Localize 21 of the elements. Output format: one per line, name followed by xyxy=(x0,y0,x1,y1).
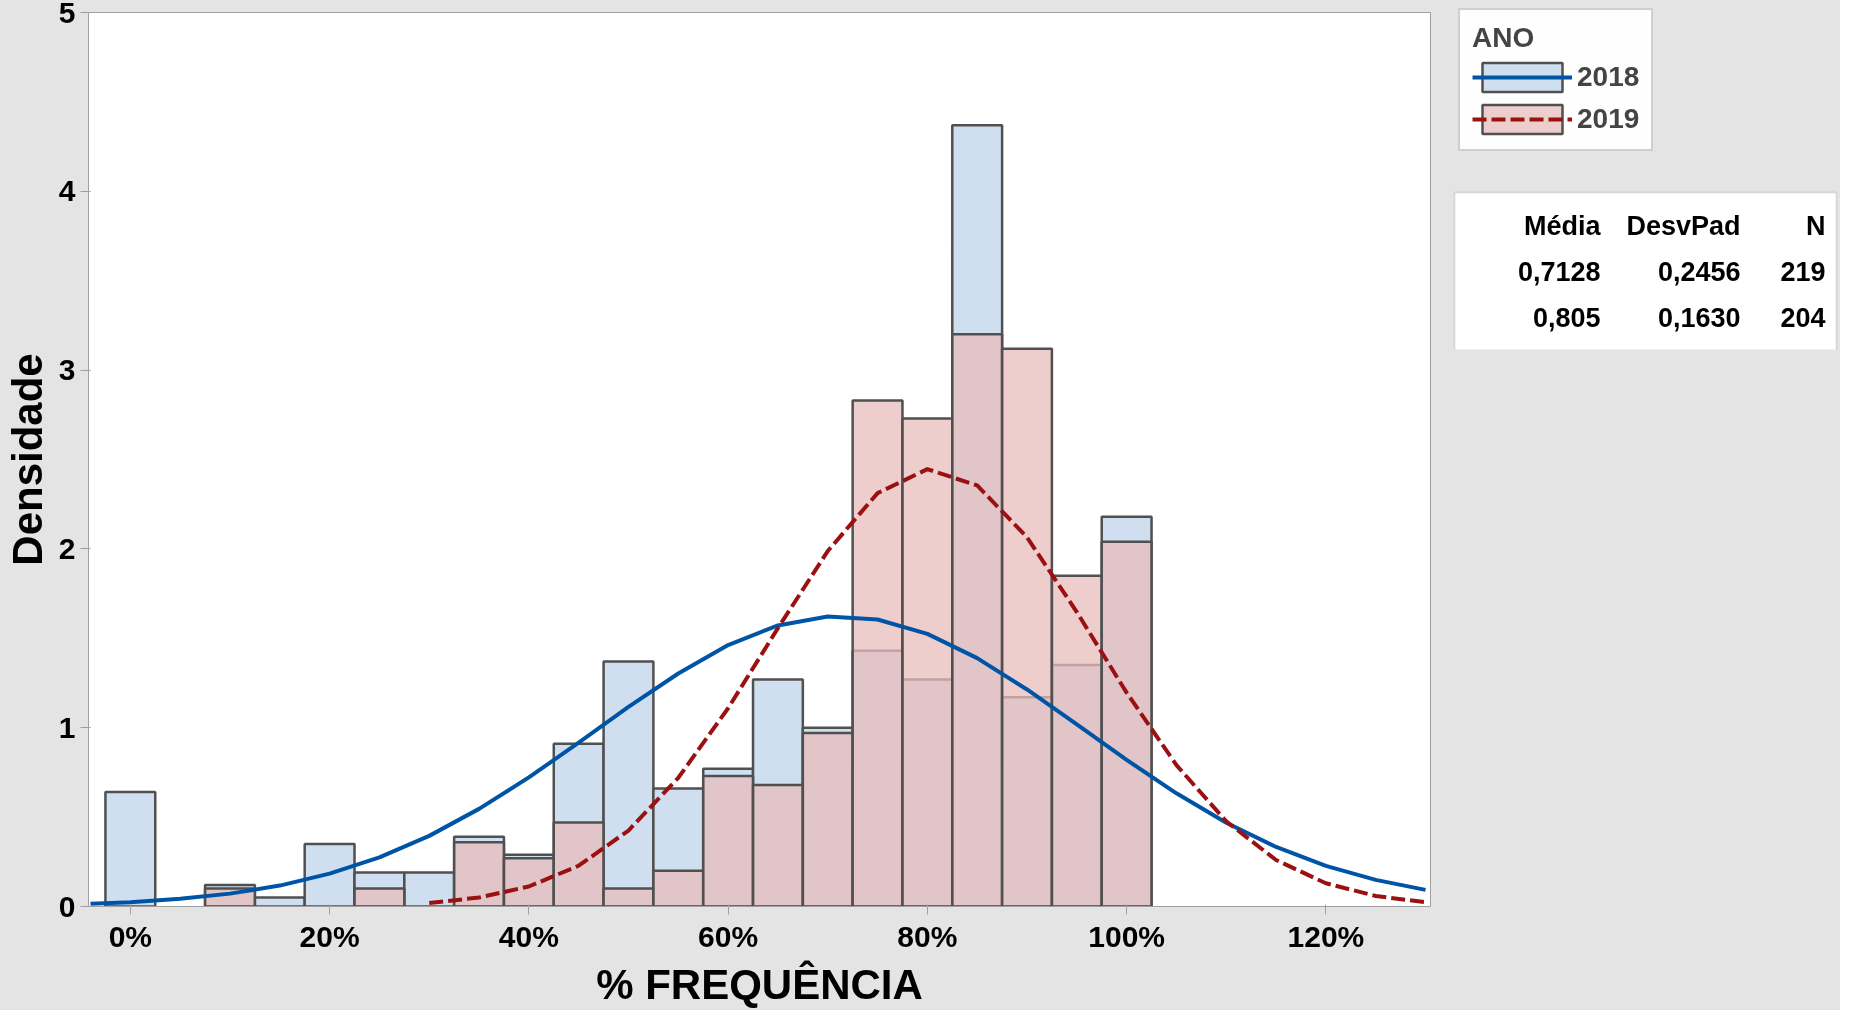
y-axis-title: Densidade xyxy=(3,353,51,566)
y-tick-label: 4 xyxy=(58,174,76,208)
y-tick-label: 3 xyxy=(58,353,76,387)
legend-label: 2018 xyxy=(1577,61,1640,93)
x-tick-label: 20% xyxy=(299,919,360,953)
y-tick-label: 2 xyxy=(58,531,76,565)
x-tick-label: 40% xyxy=(498,919,559,953)
x-tick-label: 100% xyxy=(1088,919,1165,953)
y-tick-label: 5 xyxy=(58,0,76,29)
text: 0,7128 0,2456 219 xyxy=(1517,257,1826,287)
x-axis-title: % FREQUÊNCIA xyxy=(596,959,923,1008)
y-tick-label: 0 xyxy=(58,889,76,923)
x-tick-label: 120% xyxy=(1287,919,1365,953)
text: Média DesvPad N xyxy=(1523,210,1826,241)
legend-title: ANO xyxy=(1472,22,1536,54)
x-tick-label: 60% xyxy=(698,919,759,953)
legend-label: 2019 xyxy=(1577,103,1640,135)
x-tick-label: 0% xyxy=(108,919,153,953)
y-tick-label: 1 xyxy=(58,710,76,744)
text: 0,805 0,1630 204 xyxy=(1532,303,1826,333)
x-tick-label: 80% xyxy=(897,919,958,953)
